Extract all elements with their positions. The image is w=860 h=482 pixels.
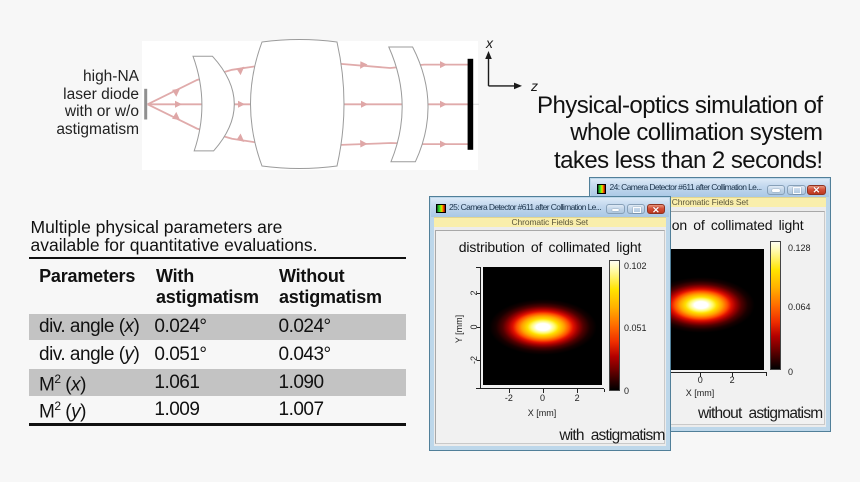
- svg-text:x: x: [485, 35, 494, 51]
- svg-text:z: z: [530, 78, 538, 94]
